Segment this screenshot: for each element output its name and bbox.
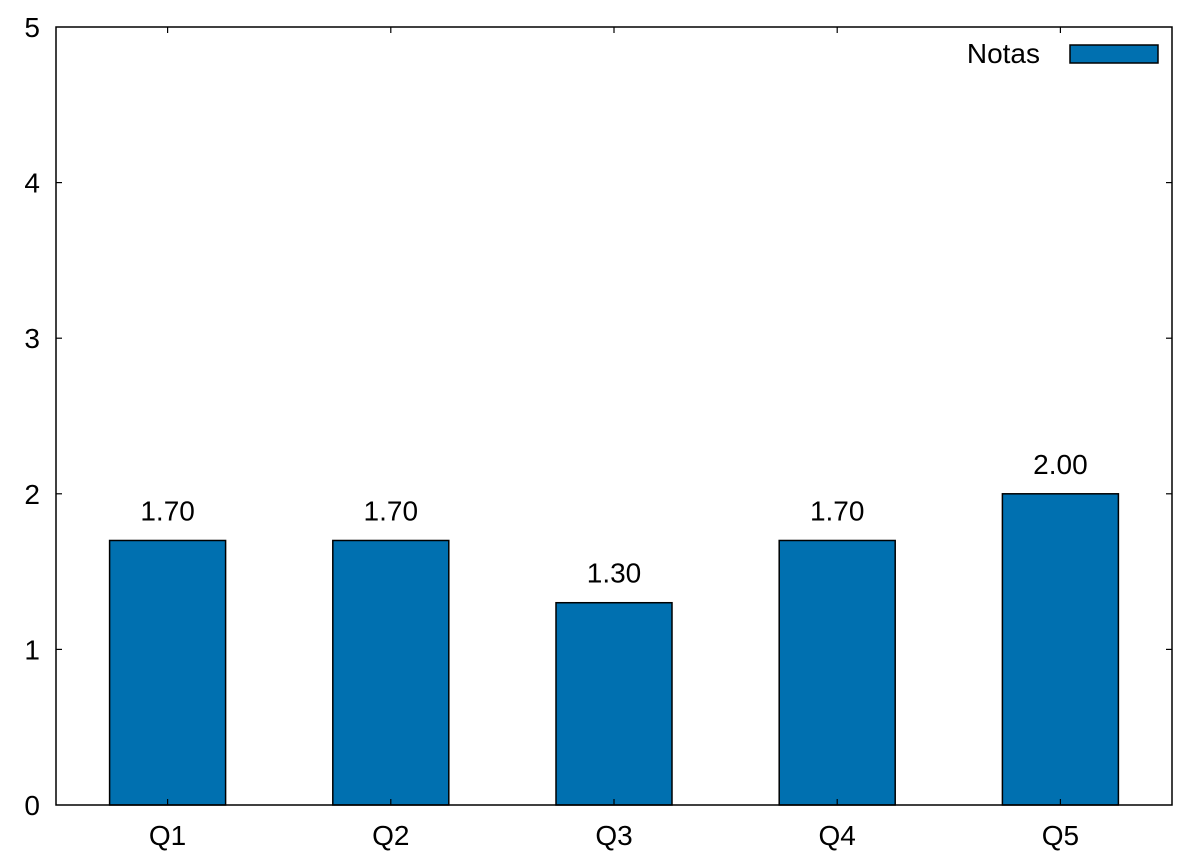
bar-q2 [332, 539, 450, 806]
y-tick-label-0: 0 [24, 790, 40, 821]
x-tick-label-q3: Q3 [595, 820, 632, 851]
x-tick-label-q1: Q1 [149, 820, 186, 851]
y-tick-label-1: 1 [24, 634, 40, 665]
data-label-q3: 1.30 [587, 558, 642, 589]
data-labels-group: 1.70 1.70 1.30 1.70 2.00 [140, 449, 1087, 589]
y-tick-label-3: 3 [24, 323, 40, 354]
legend-label-notas: Notas [967, 38, 1040, 69]
data-label-q4: 1.70 [810, 495, 865, 526]
bar-q1 [108, 539, 227, 806]
bars-group [108, 493, 1120, 806]
data-label-q1: 1.70 [140, 495, 195, 526]
y-tick-label-4: 4 [24, 168, 40, 199]
bar-q4 [778, 539, 896, 806]
axes-group: Q1 Q2 Q3 Q4 Q5 0 1 2 3 4 5 [24, 12, 1173, 851]
y-tick-label-5: 5 [24, 12, 40, 43]
bar-q3 [555, 601, 673, 806]
legend-swatch-notas [1069, 44, 1159, 64]
data-label-q5: 2.00 [1033, 449, 1088, 480]
plot-frame [55, 26, 1173, 806]
x-tick-label-q5: Q5 [1042, 820, 1079, 851]
data-label-q2: 1.70 [364, 495, 419, 526]
legend: Notas [967, 38, 1159, 69]
y-tick-label-2: 2 [24, 479, 40, 510]
bar-q5 [1001, 493, 1120, 806]
x-tick-label-q2: Q2 [372, 820, 409, 851]
x-tick-label-q4: Q4 [819, 820, 856, 851]
